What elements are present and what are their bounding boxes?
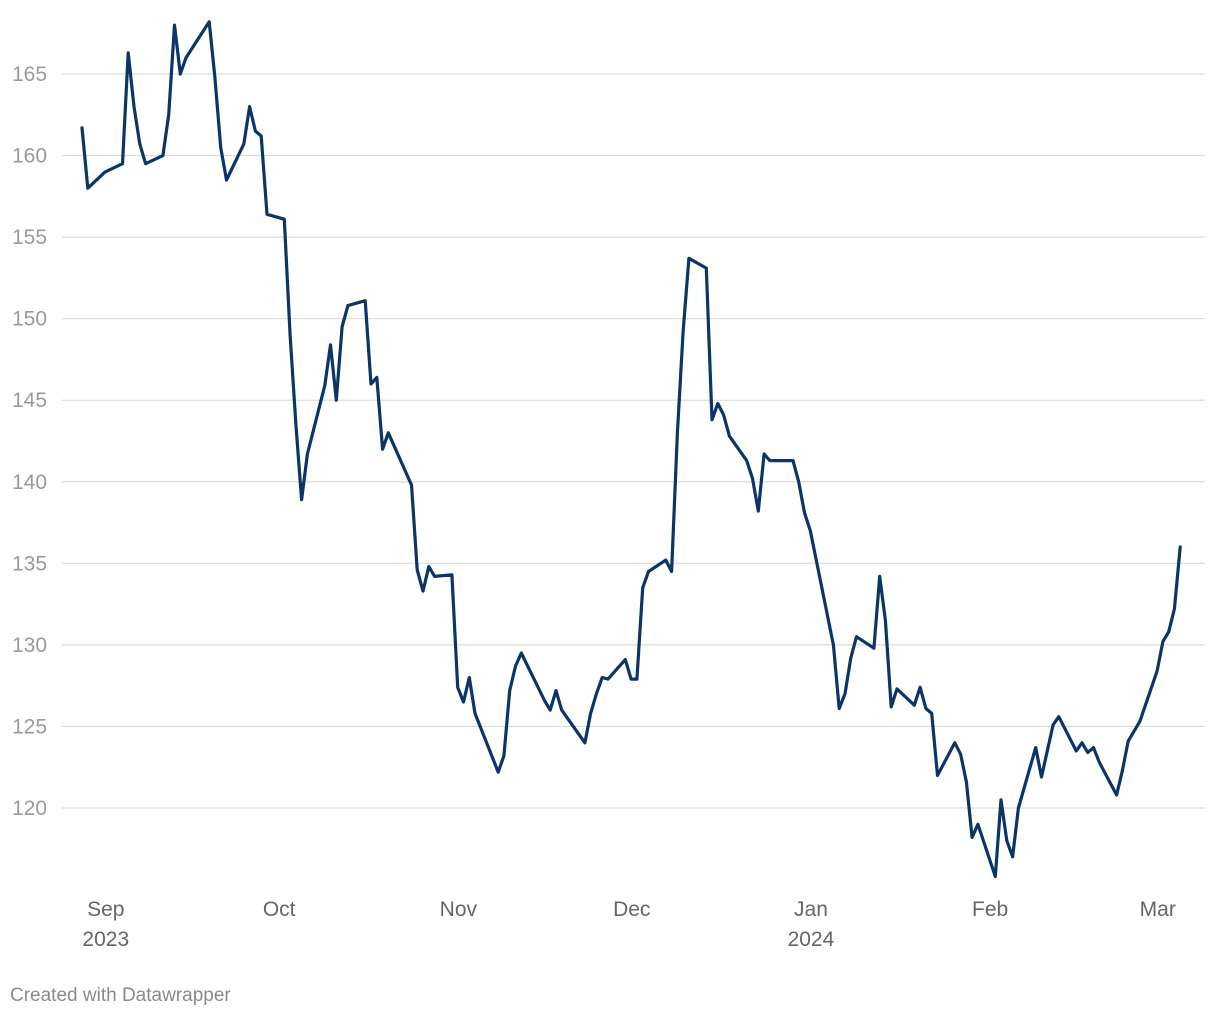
credit-text: Created with Datawrapper: [10, 985, 231, 1006]
y-tick-label: 155: [12, 226, 47, 249]
line-chart: 120 125 130 135 140 145 150 155 160 165 Sep 2023 Oc…: [12, 20, 1205, 951]
series-line: [80, 20, 1182, 879]
y-tick-label: 130: [12, 634, 47, 657]
x-tick-label: Jan: [794, 898, 828, 921]
y-tick-label: 135: [12, 552, 47, 575]
x-tick-year-label: 2024: [788, 928, 835, 951]
y-tick-label: 145: [12, 389, 47, 412]
series-layer: [80, 20, 1182, 879]
x-axis-tick-labels: Sep 2023 Oct Nov Dec Jan 2024 Feb Mar: [82, 898, 1175, 951]
x-tick-year-label: 2023: [82, 928, 129, 951]
y-tick-label: 165: [12, 63, 47, 86]
x-tick-label: Mar: [1140, 898, 1176, 921]
x-tick-label: Sep: [87, 898, 124, 921]
x-tick-label: Oct: [263, 898, 296, 921]
y-tick-label: 150: [12, 308, 47, 331]
gridlines: [62, 73, 1205, 809]
y-tick-label: 120: [12, 797, 47, 820]
y-tick-label: 125: [12, 715, 47, 738]
y-axis-tick-labels: 120 125 130 135 140 145 150 155 160 165: [12, 63, 47, 820]
x-tick-label: Nov: [440, 898, 478, 921]
y-tick-label: 140: [12, 471, 47, 494]
x-tick-label: Feb: [972, 898, 1008, 921]
y-tick-label: 160: [12, 145, 47, 168]
x-tick-label: Dec: [613, 898, 650, 921]
